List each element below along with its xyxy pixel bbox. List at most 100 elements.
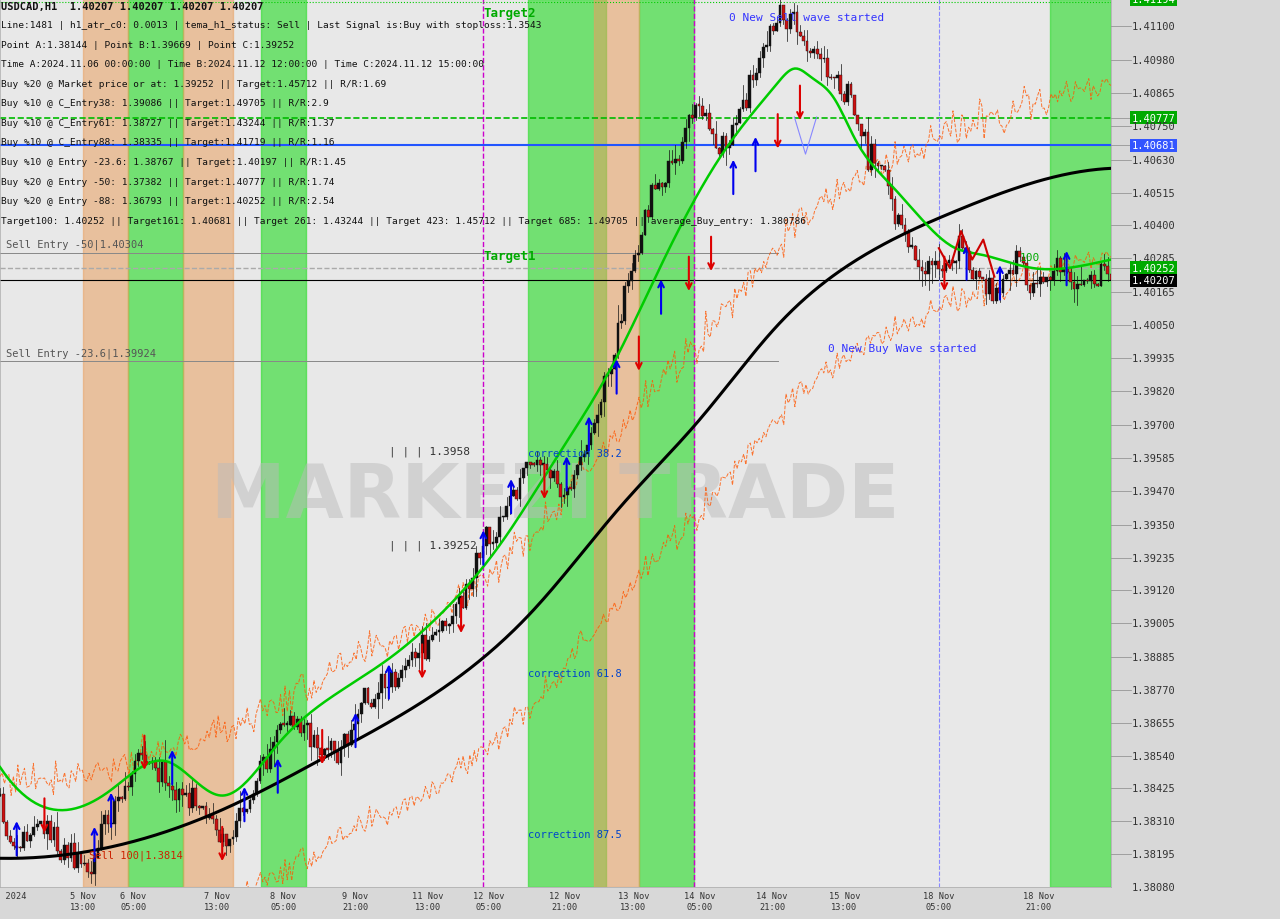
Bar [451,616,454,625]
Bar [46,822,49,834]
Bar [1015,252,1018,275]
Bar [654,187,657,189]
Bar [1106,267,1108,275]
Bar [347,733,349,745]
Bar [596,415,599,424]
Bar [261,0,306,887]
Bar [684,129,687,143]
Bar [836,75,838,79]
Bar [881,165,883,167]
Bar [120,797,123,800]
Text: 1.40630: 1.40630 [1132,155,1175,165]
Bar [893,199,896,224]
Text: 15 Nov
13:00: 15 Nov 13:00 [828,891,860,911]
Bar [660,184,663,187]
Text: correction 38.2: correction 38.2 [527,448,622,459]
Bar [860,125,863,137]
Bar [479,553,481,558]
Bar [1083,281,1085,286]
Bar [333,742,335,752]
Text: Sell 100|1.3814: Sell 100|1.3814 [88,849,183,860]
Text: 5 Nov
13:00: 5 Nov 13:00 [70,891,96,911]
Text: 100: 100 [1020,253,1041,263]
Bar [945,264,947,272]
Bar [1103,265,1106,267]
Bar [508,496,511,506]
Bar [995,289,997,301]
Bar [739,110,741,124]
Bar [411,652,413,660]
Text: Buy %20 @ Entry -50: 1.37382 || Target:1.40777 || R/R:1.74: Buy %20 @ Entry -50: 1.37382 || Target:1… [1,177,334,187]
Bar [586,446,589,455]
Bar [1096,284,1100,287]
Bar [657,184,660,189]
Bar [417,653,420,659]
Bar [207,815,211,818]
Bar [485,528,488,546]
Bar [442,621,444,631]
Bar [151,762,154,764]
Bar [813,51,815,54]
Bar [904,226,906,233]
Bar [401,670,403,678]
Text: Line:1481 | h1_atr_c0: 0.0013 | tema_h1_status: Sell | Last Signal is:Buy with s: Line:1481 | h1_atr_c0: 0.0013 | tema_h1_… [1,21,541,30]
Bar [265,757,269,769]
Bar [211,815,214,819]
Bar [63,845,65,860]
Bar [184,793,187,795]
Text: 0 New Sell wave started: 0 New Sell wave started [728,13,884,23]
Bar [1005,275,1007,280]
Text: 1.40285: 1.40285 [1132,254,1175,264]
Bar [1029,286,1032,294]
Bar [128,0,183,887]
Bar [992,279,995,301]
Bar [1059,258,1062,273]
Bar [390,673,393,687]
Bar [1050,0,1111,887]
Bar [1025,264,1028,286]
Text: 1.38310: 1.38310 [1132,816,1175,826]
Bar [269,749,271,769]
Text: 1.41100: 1.41100 [1132,22,1175,32]
Text: 1.39700: 1.39700 [1132,421,1175,430]
Text: 1.40400: 1.40400 [1132,221,1175,231]
Bar [731,126,735,146]
Bar [603,377,605,403]
Bar [1069,272,1071,283]
Bar [634,255,636,271]
Bar [934,262,937,266]
Bar [127,786,129,788]
Text: 1.40515: 1.40515 [1132,188,1175,199]
Bar [968,252,970,271]
Text: Buy %20 @ Entry -88: 1.36793 || Target:1.40252 || R/R:2.54: Buy %20 @ Entry -88: 1.36793 || Target:1… [1,197,334,206]
Bar [646,210,650,218]
Bar [842,95,846,103]
Bar [708,114,710,130]
Bar [475,553,477,578]
Bar [937,262,941,270]
Bar [1073,283,1075,289]
Text: 13 Nov
13:00: 13 Nov 13:00 [617,891,649,911]
Bar [228,840,230,846]
Bar [974,272,978,280]
Bar [590,433,593,446]
Bar [559,484,562,498]
Text: Buy %10 @ Entry -23.6: 1.38767 || Target:1.40197 || R/R:1.45: Buy %10 @ Entry -23.6: 1.38767 || Target… [1,158,346,167]
Bar [924,272,927,275]
Bar [90,872,92,874]
Text: 1.38540: 1.38540 [1132,751,1175,761]
Bar [394,673,397,687]
Bar [724,137,727,149]
Bar [1046,278,1048,283]
Text: Buy %10 @ C_Entry88: 1.38335 || Target:1.41719 || R/R:1.16: Buy %10 @ C_Entry88: 1.38335 || Target:1… [1,139,334,147]
Bar [124,787,127,800]
Bar [582,455,586,458]
Bar [1019,252,1021,258]
Bar [283,723,285,725]
Bar [805,41,809,52]
Bar [42,822,45,834]
Bar [73,843,76,868]
Bar [826,59,828,78]
Bar [502,516,504,517]
Bar [67,845,69,858]
